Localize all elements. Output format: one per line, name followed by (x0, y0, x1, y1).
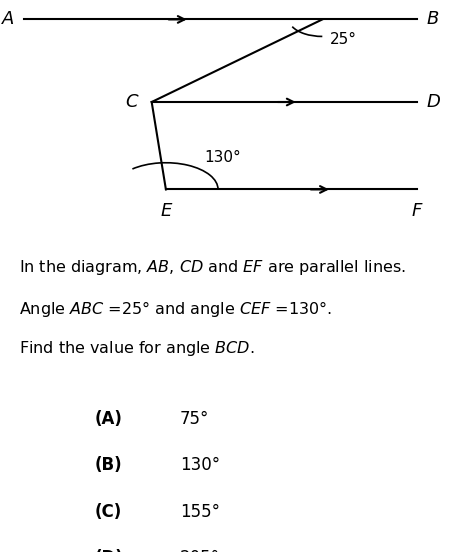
Text: 130°: 130° (180, 456, 220, 474)
Text: Angle $ABC$ =25° and angle $CEF$ =130°.: Angle $ABC$ =25° and angle $CEF$ =130°. (19, 299, 332, 319)
Text: (D): (D) (95, 549, 124, 552)
Text: C: C (125, 93, 137, 111)
Text: B: B (427, 10, 439, 29)
Text: F: F (412, 201, 422, 220)
Text: (A): (A) (95, 410, 123, 428)
Text: 25°: 25° (329, 31, 356, 46)
Text: (C): (C) (95, 502, 122, 521)
Text: 205°: 205° (180, 549, 220, 552)
Text: A: A (2, 10, 14, 29)
Text: E: E (160, 201, 172, 220)
Text: Find the value for angle $BCD$.: Find the value for angle $BCD$. (19, 339, 255, 358)
Text: In the diagram, $AB$, $CD$ and $EF$ are parallel lines.: In the diagram, $AB$, $CD$ and $EF$ are … (19, 258, 406, 277)
Text: 75°: 75° (180, 410, 210, 428)
Text: D: D (427, 93, 440, 111)
Text: 155°: 155° (180, 502, 220, 521)
Text: (B): (B) (95, 456, 122, 474)
Text: 130°: 130° (204, 150, 241, 166)
